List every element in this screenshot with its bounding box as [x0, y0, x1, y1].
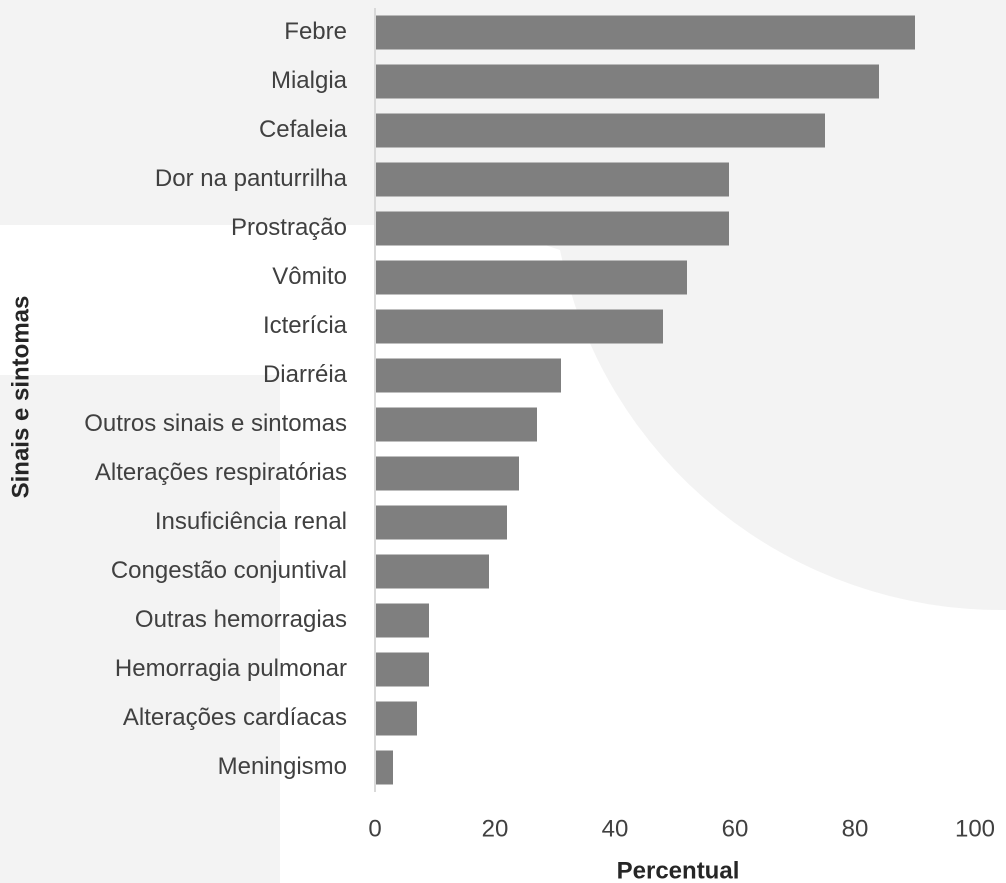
x-tick-label: 100	[955, 815, 995, 842]
bar	[375, 309, 663, 344]
y-axis-label: Sinais e sintomas	[7, 296, 34, 499]
y-tick-label: Vômito	[272, 263, 347, 290]
y-tick-label: Alterações cardíacas	[123, 704, 347, 731]
y-tick-label: Diarréia	[263, 361, 348, 388]
x-tick-label: 80	[842, 815, 869, 842]
x-tick-label: 40	[602, 815, 629, 842]
bar	[375, 15, 915, 50]
y-tick-label: Insuficiência renal	[155, 508, 347, 535]
y-tick-label: Outros sinais e sintomas	[84, 410, 347, 437]
y-tick-label: Hemorragia pulmonar	[115, 655, 347, 682]
y-tick-label: Prostração	[231, 214, 347, 241]
y-tick-label: Cefaleia	[259, 116, 348, 143]
bar	[375, 652, 429, 687]
bar	[375, 211, 729, 246]
y-tick-label: Febre	[284, 18, 347, 45]
y-tick-label: Icterícia	[263, 312, 348, 339]
bar	[375, 407, 537, 442]
bar	[375, 554, 489, 589]
bar	[375, 260, 687, 295]
bar	[375, 113, 825, 148]
y-tick-label: Meningismo	[218, 753, 347, 780]
bar	[375, 603, 429, 638]
bar	[375, 456, 519, 491]
x-tick-label: 20	[482, 815, 509, 842]
bar	[375, 701, 417, 736]
bar	[375, 358, 561, 393]
y-tick-label: Outras hemorragias	[135, 606, 347, 633]
y-tick-label: Alterações respiratórias	[95, 459, 347, 486]
x-tick-label: 0	[368, 815, 381, 842]
y-tick-label: Dor na panturrilha	[155, 165, 348, 192]
y-tick-label: Mialgia	[271, 67, 348, 94]
bar	[375, 64, 879, 99]
y-tick-label: Congestão conjuntival	[111, 557, 347, 584]
x-axis-label: Percentual	[617, 857, 740, 883]
bar	[375, 505, 507, 540]
bar	[375, 750, 393, 785]
x-tick-label: 60	[722, 815, 749, 842]
bar	[375, 162, 729, 197]
